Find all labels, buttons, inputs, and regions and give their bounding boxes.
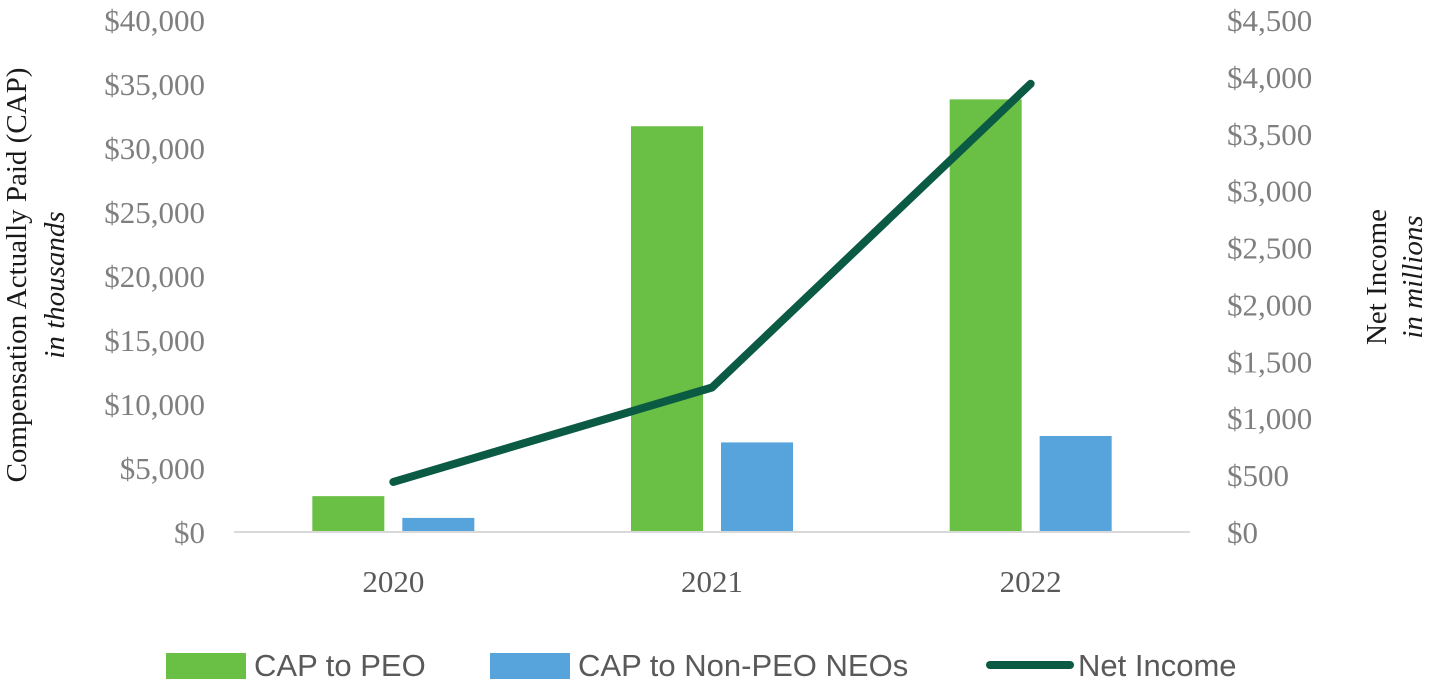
- left-tick-label: $30,000: [104, 131, 205, 166]
- right-tick-label: $2,000: [1227, 287, 1312, 322]
- point-net-income-2022: [1030, 83, 1032, 85]
- legend: CAP to PEO CAP to Non-PEO NEOs Net Income: [166, 648, 1237, 683]
- left-tick-label: $0: [174, 515, 205, 550]
- bar-cap-to-non-peo-neos-2022: [1039, 436, 1112, 532]
- left-tick-label: $40,000: [104, 3, 205, 38]
- point-net-income-2020: [392, 481, 394, 483]
- legend-swatch-cap-to-peo: [166, 653, 246, 679]
- left-tick-label: $5,000: [120, 451, 205, 486]
- right-axis-title: Net Income: [1361, 209, 1393, 345]
- point-net-income-2021: [711, 387, 713, 389]
- legend-label-cap-to-non-peo-neos: CAP to Non-PEO NEOs: [578, 648, 908, 683]
- bar-cap-to-peo-2021: [631, 126, 703, 533]
- left-axis-title: Compensation Actually Paid (CAP): [1, 68, 33, 483]
- right-tick-label: $4,000: [1227, 60, 1312, 95]
- left-tick-label: $20,000: [104, 259, 205, 294]
- bar-cap-to-non-peo-neos-2020: [402, 517, 475, 532]
- x-tick-label: 2020: [362, 564, 424, 599]
- bar-cap-to-peo-2020: [312, 496, 385, 532]
- left-tick-label: $25,000: [104, 195, 205, 230]
- legend-label-cap-to-peo: CAP to PEO: [254, 648, 426, 683]
- x-tick-label: 2021: [681, 564, 743, 599]
- right-tick-label: $1,000: [1227, 401, 1312, 436]
- right-tick-label: $1,500: [1227, 344, 1312, 379]
- right-tick-label: $3,000: [1227, 174, 1312, 209]
- left-axis-subtitle: in thousands: [39, 211, 71, 358]
- x-tick-label: 2022: [1000, 564, 1062, 599]
- left-tick-label: $35,000: [104, 67, 205, 102]
- line-net-income: [389, 79, 1035, 486]
- legend-swatch-cap-to-non-peo-neos: [490, 653, 570, 679]
- left-tick-label: $15,000: [104, 323, 205, 358]
- right-axis-subtitle: in millions: [1397, 215, 1429, 338]
- right-tick-label: $4,500: [1227, 3, 1312, 38]
- plot-area: $0 $5,000 $10,000 $15,000 $20,000 $25,000 $30,…: [104, 3, 1312, 599]
- bar-cap-to-non-peo-neos-2021: [721, 442, 793, 532]
- right-tick-label: $500: [1227, 458, 1289, 493]
- bar-cap-to-peo-2022: [949, 99, 1022, 533]
- right-tick-label: $2,500: [1227, 231, 1312, 266]
- legend-label-net-income: Net Income: [1078, 648, 1237, 683]
- left-tick-label: $10,000: [104, 387, 205, 422]
- right-tick-label: $0: [1227, 515, 1258, 550]
- right-tick-label: $3,500: [1227, 117, 1312, 152]
